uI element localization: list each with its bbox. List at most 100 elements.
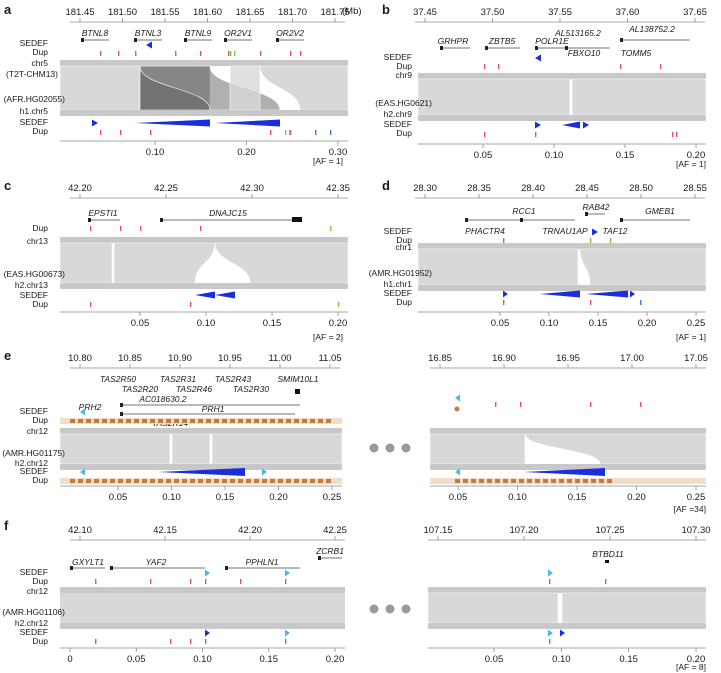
sedef-arrow-long <box>215 119 280 127</box>
gene-exon <box>620 218 623 222</box>
gene-label: ZBTB5 <box>488 36 516 46</box>
dup-mark <box>326 419 331 423</box>
chromosome-bar <box>60 623 345 629</box>
top-tick-label: 42.20 <box>68 183 92 194</box>
hap-chrom-label: h1.chr1 <box>384 279 413 289</box>
dup-mark <box>100 130 102 135</box>
dup-mark <box>495 402 497 407</box>
dup-mark <box>519 479 524 483</box>
gene-exon <box>585 212 588 216</box>
sedef-track-label: SEDEF <box>384 288 412 298</box>
dup-mark <box>260 51 262 56</box>
top-tick-label: 181.75 <box>320 7 349 18</box>
dup-mark <box>567 479 572 483</box>
ellipsis-dot <box>385 443 395 453</box>
gene-label: SMIM10L1 <box>277 374 318 384</box>
top-tick-label: 10.95 <box>218 353 242 364</box>
dup-mark <box>511 479 516 483</box>
dup-mark <box>471 479 476 483</box>
top-tick-label: 37.60 <box>616 7 640 18</box>
gene-exon <box>465 218 468 222</box>
sedef-arrow-long <box>586 290 628 298</box>
gene-label: TAS2R30 <box>233 384 269 394</box>
sedef-arrow-right <box>262 468 267 476</box>
ref-chrom-label: chr9 <box>395 70 412 80</box>
sedef-arrow-left <box>146 41 152 49</box>
top-tick-label: 181.70 <box>278 7 307 18</box>
dup-mark <box>198 479 203 483</box>
chromosome-bar <box>60 428 342 434</box>
af-label: [AF = 1] <box>676 332 706 342</box>
gene-label: RAB42 <box>583 202 610 212</box>
chromosome-bar <box>60 283 348 289</box>
gene-label: TAS2R50 <box>100 374 136 384</box>
dup-mark <box>118 419 123 423</box>
bottom-tick-label: 0.30 <box>329 147 348 158</box>
af-label: [AF = 8] <box>676 662 706 672</box>
dup-mark <box>190 639 192 644</box>
dup-mark <box>230 51 232 56</box>
top-tick-label: 181.45 <box>65 7 94 18</box>
gene-label: RCC1 <box>512 206 535 216</box>
dup-mark <box>120 130 122 135</box>
top-tick-label: 11.05 <box>318 353 341 364</box>
dup-mark <box>78 419 83 423</box>
gene-label: GMEB1 <box>645 206 675 216</box>
top-tick-label: 11.00 <box>268 353 291 364</box>
top-tick-label: 37.55 <box>548 7 572 18</box>
bottom-tick-label: 0.05 <box>449 492 468 503</box>
dup-mark <box>86 479 91 483</box>
dup-mark <box>285 130 287 135</box>
bottom-tick-label: 0.15 <box>616 150 635 161</box>
alignment-ribbon <box>561 592 707 624</box>
gene-label: EPSTI1 <box>88 208 118 218</box>
gene-exon <box>292 217 302 222</box>
ellipsis-dot <box>369 604 379 614</box>
alignment-ribbon <box>59 433 171 465</box>
sedef-track-label: SEDEF <box>20 290 48 300</box>
dup-mark <box>290 130 292 135</box>
sedef-track-label: SEDEF <box>384 119 412 129</box>
gene-label: TAF12 <box>603 226 628 236</box>
panel-d: d 28.30 28.35 28.40 28.45 28.50 28.55 RCC1 RAB42… <box>369 178 707 342</box>
top-tick-label: 42.25 <box>323 525 347 536</box>
gene-exon <box>184 38 187 42</box>
sedef-track-label: SEDEF <box>384 226 412 236</box>
chromosome-bar <box>418 115 706 121</box>
top-tick-label: 17.00 <box>620 353 644 364</box>
af-label: [AF = 1] <box>313 156 343 166</box>
dup-mark <box>527 479 532 483</box>
bottom-tick-label: 0.10 <box>545 150 564 161</box>
alignment-ribbon <box>60 593 345 623</box>
sedef-arrow-right <box>583 121 589 129</box>
chromosome-bar <box>60 60 348 66</box>
gene-exon <box>605 560 609 563</box>
dup-mark <box>238 419 243 423</box>
dup-mark <box>246 419 251 423</box>
gene-label: POLR1E <box>535 36 569 46</box>
hap-chrom-label: h1.chr5 <box>20 106 49 116</box>
ref-assembly-label: (T2T-CHM13) <box>6 69 58 79</box>
dup-track-label: Dup <box>32 126 48 136</box>
gene-exon <box>485 46 488 50</box>
af-label: [AF =34] <box>674 504 706 514</box>
top-tick-label: 42.25 <box>154 183 178 194</box>
ellipsis-dot <box>385 604 395 614</box>
sedef-track-label: SEDEF <box>20 466 48 476</box>
dup-mark <box>285 639 287 644</box>
gene-label: TOMM5 <box>621 48 652 58</box>
dup-mark <box>102 479 107 483</box>
sedef-arrow-long <box>158 468 245 476</box>
panel-e: e 10.80 10.85 10.90 10.95 11.00 11.05 16.85 16.9… <box>2 348 708 514</box>
dup-mark <box>330 226 332 231</box>
chromosome-bar <box>418 243 706 249</box>
gene-exon <box>276 38 279 42</box>
dup-mark <box>302 479 307 483</box>
bottom-tick-label: 0.05 <box>109 492 128 503</box>
alignment-ribbon <box>427 592 559 624</box>
dup-mark <box>676 132 678 137</box>
dup-mark <box>315 130 317 135</box>
bottom-tick-label: 0.10 <box>508 492 527 503</box>
chromosome-bar <box>428 623 706 629</box>
bottom-tick-label: 0.05 <box>485 654 504 665</box>
